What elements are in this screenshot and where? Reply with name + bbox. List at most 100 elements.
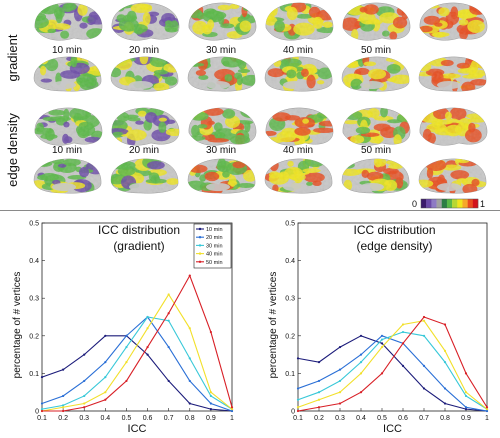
- data-point: [443, 361, 447, 364]
- data-point: [443, 387, 447, 390]
- data-point: [359, 361, 363, 364]
- brain-surface-panel: gradient edge density 10 min 20 min 30 min…: [5, 2, 488, 209]
- x-tick-label: 1: [230, 415, 234, 422]
- colorbar-min-label: 0: [412, 199, 417, 209]
- data-point: [83, 402, 86, 405]
- data-point: [146, 345, 149, 349]
- icc-chart-gradient: 0.1 0.2 0.3 0.4 0.5 0.6 0.7 0.8 0.9 100.10.20.30.…: [12, 221, 234, 436]
- data-point: [188, 357, 191, 360]
- y-tick-label: 0.1: [29, 371, 39, 378]
- x-tick-label: 0.8: [185, 415, 195, 422]
- colorbar-swatch: [421, 199, 427, 208]
- data-point: [83, 379, 86, 383]
- data-point: [125, 379, 128, 383]
- y-tick-label: 0.2: [285, 333, 295, 340]
- data-point: [40, 409, 44, 413]
- icc-chart-edge-density: 0.1 0.2 0.3 0.4 0.5 0.6 0.7 0.8 0.9 100.10.20.30.…: [268, 221, 489, 436]
- colorbar-swatch: [446, 199, 453, 208]
- data-point: [380, 372, 384, 375]
- data-point: [146, 327, 149, 330]
- data-point: [40, 376, 44, 379]
- data-point: [464, 408, 468, 411]
- data-point: [62, 368, 65, 371]
- x-tick-label: 0.3: [335, 415, 345, 422]
- row-label-edge-density: edge density: [5, 113, 20, 187]
- data-point: [359, 391, 363, 394]
- x-axis-label: ICC: [128, 423, 147, 435]
- data-point: [167, 345, 170, 349]
- data-point: [146, 315, 149, 319]
- colorbar-swatch: [467, 199, 474, 208]
- time-labels: 10 min 20 min 30 min 40 min 50 min 10 min 20 m…: [52, 45, 391, 156]
- time-label: 10 min: [52, 145, 82, 156]
- data-point: [83, 353, 86, 356]
- series-line: [41, 316, 233, 412]
- brain-surface-thumbnail: [34, 107, 103, 146]
- colorbar-swatch: [426, 199, 432, 208]
- data-point: [62, 404, 65, 407]
- data-point: [338, 368, 342, 371]
- data-point: [380, 334, 384, 337]
- data-point: [125, 334, 128, 337]
- data-point: [422, 364, 426, 367]
- series-line: [41, 293, 233, 412]
- legend-label: 30 min: [206, 243, 223, 249]
- brain-surface-thumbnail: [341, 158, 410, 194]
- time-label: 50 min: [361, 145, 391, 156]
- colorbar-swatch: [436, 199, 442, 208]
- brain-surface-thumbnail: [342, 107, 411, 146]
- y-axis-label: percentage of # vertices: [268, 272, 279, 379]
- legend-label: 50 min: [206, 260, 223, 266]
- series-line: [297, 316, 488, 412]
- x-tick-label: 0.5: [122, 415, 132, 422]
- data-point: [422, 387, 426, 390]
- data-point: [317, 398, 321, 401]
- brain-surface-thumbnail: [264, 158, 333, 194]
- time-label: 20 min: [129, 45, 159, 56]
- chart-title: ICC distribution: [98, 223, 180, 237]
- data-point: [464, 372, 468, 375]
- data-point: [62, 394, 65, 398]
- data-point: [401, 323, 405, 326]
- data-point: [317, 391, 321, 394]
- x-tick-label: 0.8: [440, 415, 450, 422]
- chart-title: ICC distribution: [353, 223, 435, 237]
- colorbar-swatches: [420, 198, 479, 209]
- data-point: [83, 406, 86, 409]
- series-line: [41, 316, 233, 410]
- brain-surface-thumbnail: [341, 56, 410, 92]
- data-point: [188, 379, 191, 383]
- data-point: [464, 394, 468, 398]
- data-point: [104, 334, 107, 337]
- row-label-gradient: gradient: [5, 34, 20, 81]
- data-point: [230, 406, 234, 409]
- data-point: [464, 391, 468, 394]
- data-point: [317, 379, 321, 383]
- brain-surface-thumbnail: [264, 56, 333, 92]
- brain-grid: [33, 2, 488, 194]
- colorbar-swatch: [452, 199, 458, 208]
- series-line: [297, 335, 488, 412]
- data-point: [359, 353, 363, 356]
- data-point: [167, 293, 170, 296]
- data-point: [485, 408, 489, 411]
- x-tick-label: 0.4: [356, 415, 366, 422]
- data-point: [464, 406, 468, 409]
- y-axis-label: percentage of # vertices: [12, 272, 23, 379]
- data-point: [359, 334, 363, 337]
- chart-subtitle: (gradient): [113, 239, 164, 253]
- data-point: [62, 409, 65, 413]
- data-point: [380, 345, 384, 349]
- colorbar-swatch: [431, 199, 437, 208]
- colorbar-swatch: [457, 199, 463, 208]
- data-point: [104, 398, 107, 401]
- data-point: [338, 402, 342, 405]
- data-point: [125, 345, 128, 349]
- chart-subtitle: (edge density): [356, 239, 432, 253]
- data-point: [209, 391, 212, 394]
- data-point: [401, 342, 405, 345]
- y-tick-label: 0.3: [29, 296, 39, 303]
- data-point: [104, 376, 107, 379]
- data-point: [209, 330, 212, 334]
